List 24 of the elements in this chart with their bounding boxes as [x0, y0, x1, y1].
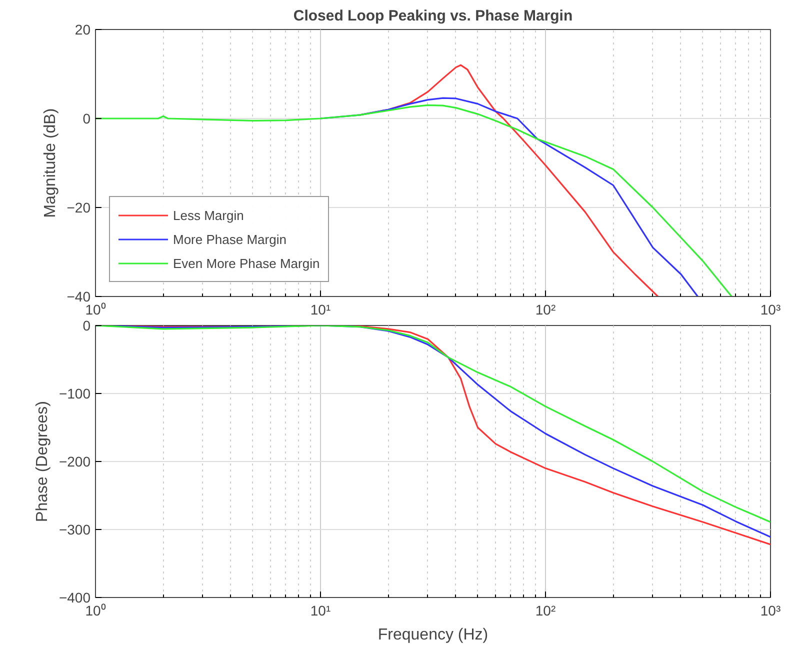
- x-tick-label: 10⁰: [85, 302, 106, 318]
- x-axis-title: Frequency (Hz): [378, 626, 488, 644]
- y-axis-title: Phase (Degrees): [34, 401, 51, 522]
- x-tick-label: 10³: [760, 302, 781, 318]
- y-tick-label: 20: [74, 22, 91, 38]
- y-tick-label: −100: [58, 386, 91, 402]
- x-tick-label: 10¹: [310, 302, 331, 318]
- chart-title: Closed Loop Peaking vs. Phase Margin: [293, 8, 573, 24]
- legend-label: More Phase Margin: [173, 232, 286, 246]
- y-tick-label: −40: [66, 288, 91, 304]
- x-tick-label: 10²: [535, 602, 556, 618]
- x-tick-label: 10²: [535, 302, 556, 318]
- y-tick-label: 0: [82, 110, 91, 126]
- y-tick-label: −20: [66, 200, 91, 216]
- x-tick-label: 10¹: [310, 602, 331, 618]
- y-tick-label: −200: [58, 454, 91, 470]
- x-tick-label: 10⁰: [85, 602, 106, 618]
- y-tick-label: 0: [82, 318, 91, 334]
- y-tick-label: −400: [58, 590, 91, 606]
- y-axis-title: Magnitude (dB): [42, 108, 59, 218]
- legend-label: Even More Phase Margin: [173, 256, 320, 270]
- y-tick-label: −300: [58, 522, 91, 538]
- x-tick-label: 10³: [760, 602, 781, 618]
- legend-label: Less Margin: [173, 208, 244, 222]
